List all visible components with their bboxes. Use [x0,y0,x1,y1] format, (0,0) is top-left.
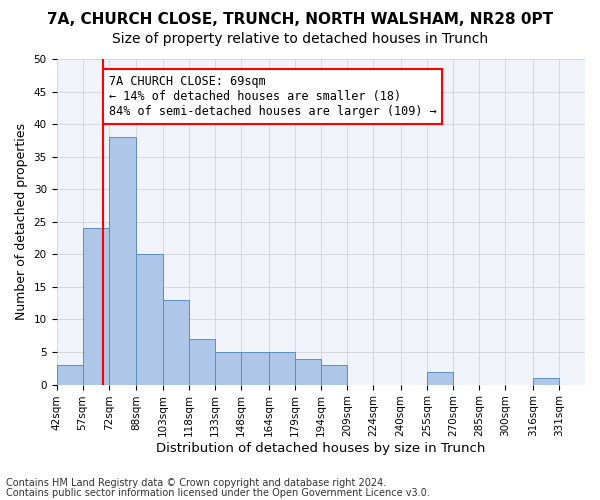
Bar [215,352,241,384]
Bar [109,137,136,384]
Bar [427,372,453,384]
Text: 7A CHURCH CLOSE: 69sqm
← 14% of detached houses are smaller (18)
84% of semi-det: 7A CHURCH CLOSE: 69sqm ← 14% of detached… [109,76,436,118]
Text: 7A, CHURCH CLOSE, TRUNCH, NORTH WALSHAM, NR28 0PT: 7A, CHURCH CLOSE, TRUNCH, NORTH WALSHAM,… [47,12,553,28]
Text: Contains HM Land Registry data © Crown copyright and database right 2024.: Contains HM Land Registry data © Crown c… [6,478,386,488]
Bar [533,378,559,384]
X-axis label: Distribution of detached houses by size in Trunch: Distribution of detached houses by size … [156,442,485,455]
Text: Size of property relative to detached houses in Trunch: Size of property relative to detached ho… [112,32,488,46]
Bar [321,365,347,384]
Text: Contains public sector information licensed under the Open Government Licence v3: Contains public sector information licen… [6,488,430,498]
Bar [163,300,188,384]
Bar [83,228,109,384]
Bar [295,358,321,384]
Bar [188,339,215,384]
Bar [56,365,83,384]
Bar [241,352,269,384]
Bar [136,254,163,384]
Bar [269,352,295,384]
Y-axis label: Number of detached properties: Number of detached properties [15,124,28,320]
